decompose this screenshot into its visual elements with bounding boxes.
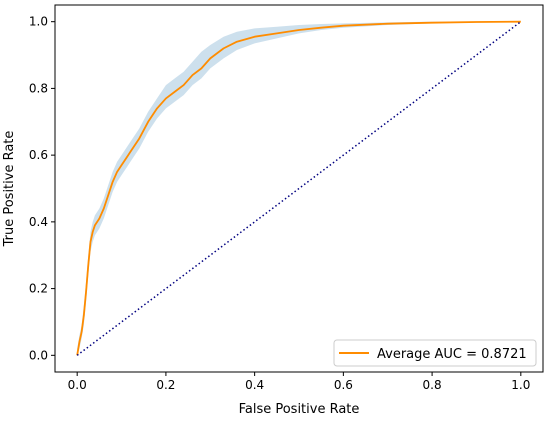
y-tick-label: 0.8 [29, 81, 48, 95]
x-axis-ticks: 0.0 0.2 0.4 0.6 0.8 1.0 [68, 372, 530, 392]
plot-frame [54, 4, 544, 373]
roc-curve-line [76, 20, 521, 356]
chance-diagonal-line [76, 21, 522, 356]
legend: Average AUC = 0.8721 [333, 339, 537, 367]
x-tick-label: 0.6 [334, 378, 353, 392]
y-tick-label: 0.0 [29, 348, 48, 362]
y-axis-label: True Positive Rate [2, 131, 17, 248]
x-tick-label: 0.8 [423, 378, 442, 392]
plot-background [55, 5, 543, 372]
legend-box [333, 339, 537, 367]
y-tick-label: 0.4 [29, 215, 48, 229]
series-line-layer [76, 20, 522, 356]
x-axis-label: False Positive Rate [239, 402, 360, 417]
x-tick-label: 1.0 [511, 378, 530, 392]
legend-entry-average-auc: Average AUC = 0.8721 [377, 347, 527, 362]
y-tick-label: 0.2 [29, 282, 48, 296]
x-tick-label: 0.0 [68, 378, 87, 392]
x-tick-label: 0.4 [245, 378, 264, 392]
y-axis-ticks: 0.0 0.2 0.4 0.6 0.8 1.0 [29, 15, 55, 362]
x-tick-label: 0.2 [156, 378, 175, 392]
y-tick-label: 1.0 [29, 15, 48, 29]
y-tick-label: 0.6 [29, 148, 48, 162]
